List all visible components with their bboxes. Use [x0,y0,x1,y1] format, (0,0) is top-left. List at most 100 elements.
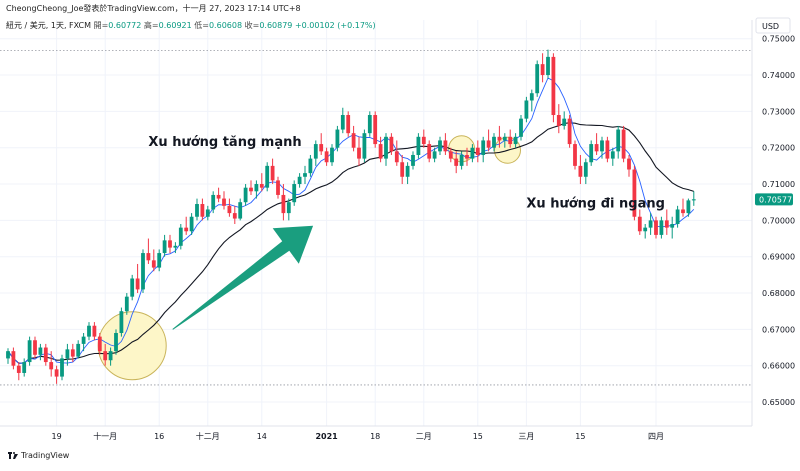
candle-body [238,202,243,219]
candle-body [610,151,615,159]
candle-body [114,332,118,352]
candle-body [508,136,513,145]
candle-body [303,173,307,177]
candle-body [432,151,437,159]
candle-body [119,311,124,333]
candle-body [135,278,140,290]
last-price-label: 0.70577 [759,195,792,204]
candle-body [556,115,561,126]
candle-body [49,362,54,370]
y-tick-label: 0.75000 [762,35,795,44]
candle-body [43,347,48,363]
candle-body [22,362,27,373]
y-tick-label: 0.74000 [762,71,795,80]
candle-body [459,154,464,166]
candle-body [151,260,156,268]
trend-arrow [172,225,314,330]
candle-body [681,209,685,214]
high-label: 高= [143,21,159,30]
candle-body [243,187,248,203]
y-tick-label: 0.69000 [762,253,795,262]
candle-body [605,140,610,159]
candle-body [27,340,32,363]
candle-body [319,144,324,152]
candle-body [621,129,626,159]
candle-body [481,140,486,155]
candle-body [367,115,372,134]
candle-body [70,349,75,357]
highlight-circle [97,311,167,381]
candle-body [11,351,16,366]
y-tick-label: 0.65000 [762,398,795,407]
candle-body [313,144,318,159]
x-tick-label: 18 [370,432,380,441]
candle-body [38,347,43,355]
candle-body [130,278,135,297]
candle-body [454,158,459,166]
candle-body [308,158,313,174]
candle-body [675,209,680,225]
y-tick-label: 0.73000 [762,107,795,116]
candle-body [659,220,664,235]
candle-body [265,165,270,188]
candle-body [637,216,642,232]
y-tick-label: 0.66000 [762,362,795,371]
candle-body [173,245,178,248]
candle-body [394,151,399,163]
close-value: 0.60879 [259,21,293,30]
candle-body [664,220,669,228]
watermark-text: CheongCheong_Joe發表於TradingView.com，十一月 2… [6,4,301,13]
candle-body [141,253,145,290]
candle-body [448,151,453,159]
candle-body [416,136,421,155]
candle-body [270,165,275,181]
candle-body [632,169,637,217]
candle-body [362,133,367,159]
candle-body [578,165,583,177]
x-tick-label: 14 [257,432,267,441]
candle-body [286,202,291,214]
candle-body [249,187,253,192]
candle-body [384,136,388,159]
tradingview-brand: TradingView [21,451,70,460]
sma-slow-line [7,122,694,364]
candle-body [16,365,21,373]
candle-body [146,253,151,261]
candle-body [497,136,502,141]
candle-body [292,184,297,203]
candle-body [357,147,361,159]
low-label: 低= [194,21,209,30]
candle-body [178,227,183,246]
y-tick-label: 0.67000 [762,325,795,334]
candle-body [589,144,594,163]
x-tick-label: 十二月 [196,431,220,441]
candle-body [502,136,507,141]
candle-body [330,147,334,163]
candle-body [643,227,648,232]
candle-body [373,115,378,145]
x-tick-label: 十一月 [93,431,117,441]
candle-body [259,184,264,188]
candle-body [691,199,696,201]
candle-body [443,140,448,152]
currency-box [755,17,791,34]
candle-body [195,204,199,217]
close-label: 收= [244,21,260,30]
candle-body [33,340,37,355]
high-value: 0.60921 [158,21,192,30]
x-tick-label: 15 [575,432,585,441]
candle-body [92,325,97,337]
x-tick-label: 16 [154,432,164,441]
candle-body [324,151,329,163]
x-tick-label: 二月 [416,432,432,441]
candle-body [513,136,518,145]
open-label: 開= [93,21,109,30]
change-value: +0.00102 (+0.17%) [294,21,376,30]
candle-body [540,64,545,76]
candle-body [103,351,108,361]
candle-body [686,200,691,214]
candle-body [351,133,356,148]
tradingview-footer[interactable]: TradingView [8,451,69,460]
